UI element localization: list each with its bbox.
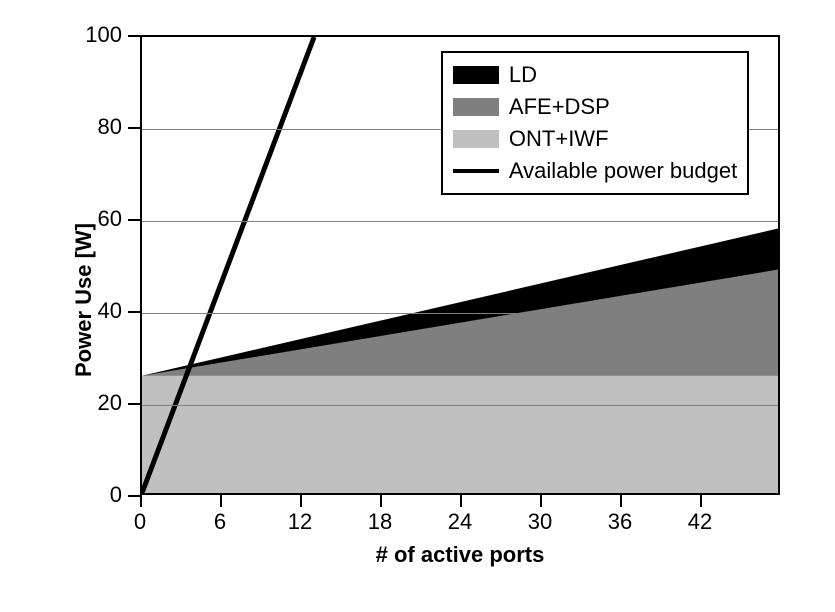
y-tick [128,495,140,497]
x-tick-label: 0 [134,509,146,535]
gridline [142,221,778,222]
y-tick [128,219,140,221]
legend-label: LD [509,62,537,88]
x-tick [700,495,702,507]
y-tick [128,311,140,313]
y-tick [128,35,140,37]
gridline [142,313,778,314]
legend-label: AFE+DSP [509,94,610,120]
x-tick [300,495,302,507]
x-tick [380,495,382,507]
legend-swatch [453,130,499,148]
area-ont-iwf [142,376,778,493]
x-tick [140,495,142,507]
gridline [142,405,778,406]
legend-item: AFE+DSP [453,91,737,123]
y-tick-label: 0 [30,482,122,508]
power-use-chart: Power Use [W] LDAFE+DSPONT+IWFAvailable … [30,20,810,580]
x-tick-label: 6 [214,509,226,535]
x-tick-label: 30 [528,509,552,535]
legend-label: Available power budget [509,158,737,184]
x-tick-label: 18 [368,509,392,535]
y-tick-label: 20 [30,390,122,416]
x-tick [620,495,622,507]
y-tick-label: 80 [30,114,122,140]
y-tick-label: 60 [30,206,122,232]
x-tick [460,495,462,507]
legend-item: Available power budget [453,155,737,187]
y-tick [128,127,140,129]
legend-label: ONT+IWF [509,126,609,152]
legend: LD AFE+DSP ONT+IWF Available power budget [441,51,749,195]
legend-swatch [453,66,499,84]
legend-swatch [453,98,499,116]
legend-line-icon [453,169,499,173]
x-tick-label: 36 [608,509,632,535]
x-tick [540,495,542,507]
legend-item: ONT+IWF [453,123,737,155]
y-tick-label: 100 [30,22,122,48]
x-tick-label: 12 [288,509,312,535]
x-tick-label: 24 [448,509,472,535]
plot-area: LD AFE+DSP ONT+IWF Available power budget [140,35,780,495]
legend-item: LD [453,59,737,91]
x-tick [220,495,222,507]
x-tick-label: 42 [688,509,712,535]
y-tick-label: 40 [30,298,122,324]
y-tick [128,403,140,405]
x-axis-title: # of active ports [140,542,780,568]
